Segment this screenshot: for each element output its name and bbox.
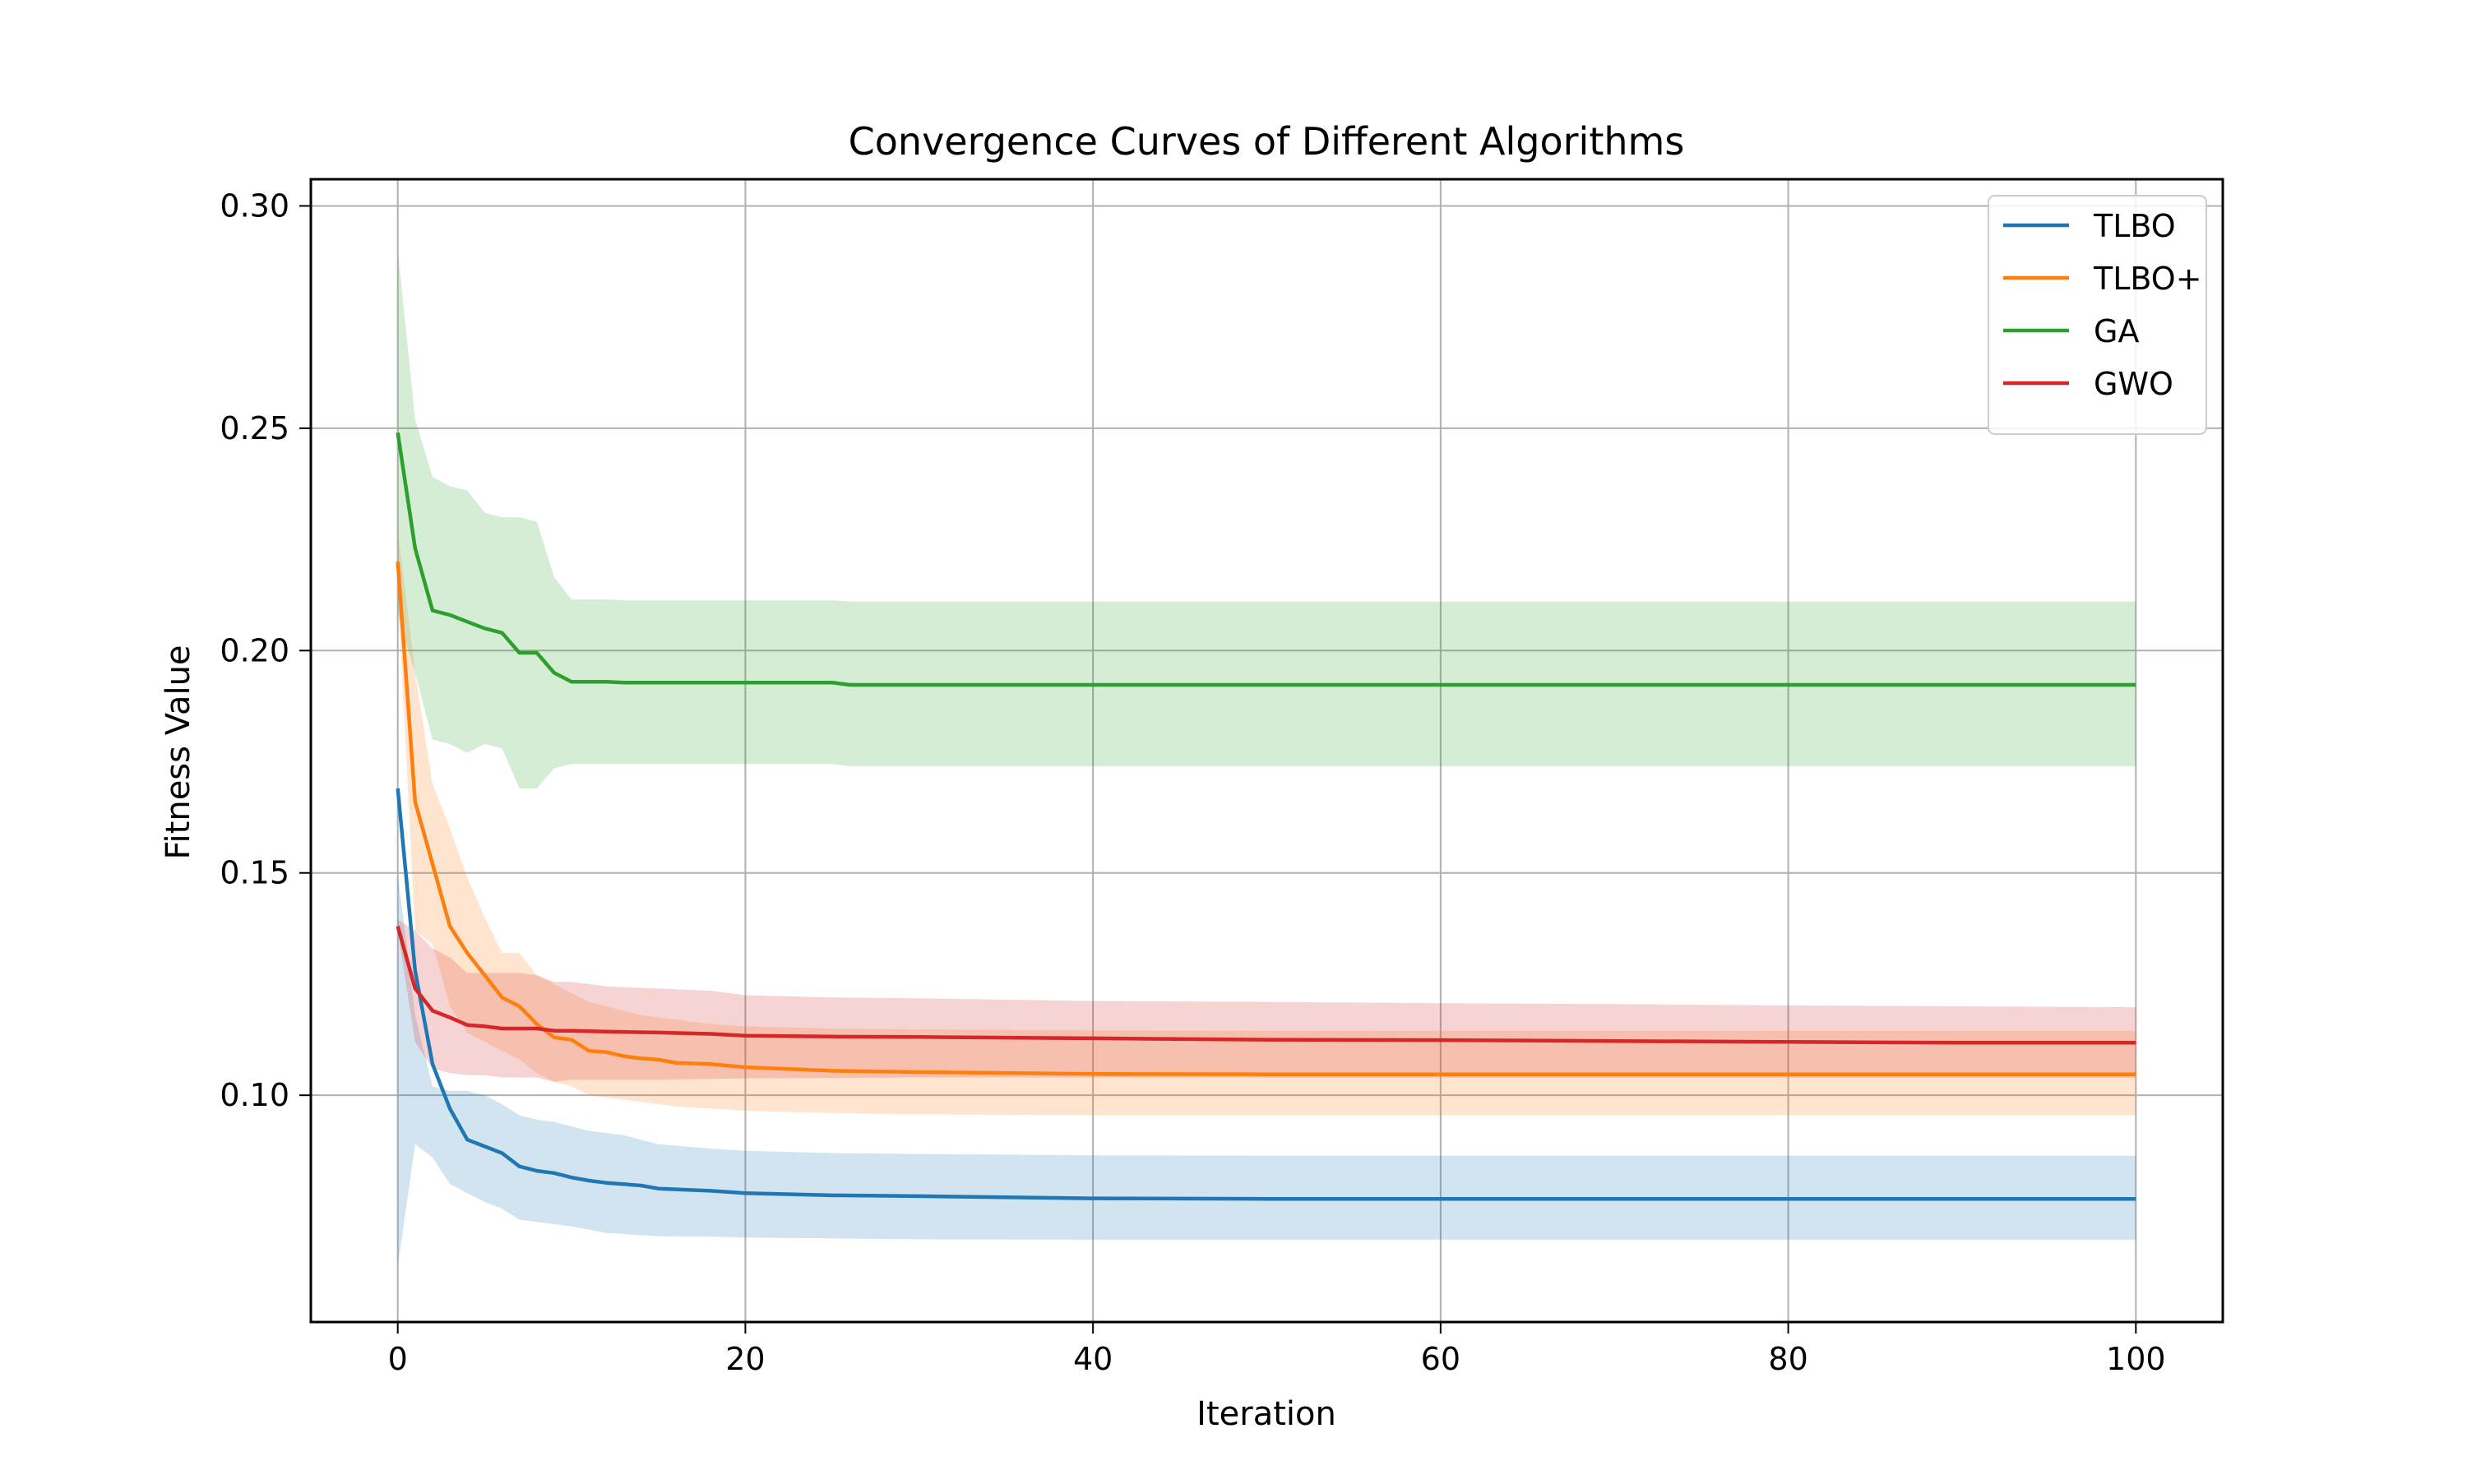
x-tick-label: 60 bbox=[1421, 1341, 1460, 1377]
y-axis-label: Fitness Value bbox=[160, 645, 197, 859]
y-tick-label: 0.25 bbox=[220, 410, 289, 446]
chart-title: Convergence Curves of Different Algorith… bbox=[849, 119, 1685, 164]
legend-label-tlbo: TLBO bbox=[2093, 208, 2176, 244]
y-tick-label: 0.15 bbox=[220, 855, 289, 891]
y-tick-label: 0.20 bbox=[220, 632, 289, 668]
legend: TLBO TLBO+ GA GWO bbox=[1988, 195, 2207, 435]
x-tick-label: 0 bbox=[388, 1341, 408, 1377]
x-axis-label: Iteration bbox=[1196, 1395, 1336, 1433]
series-line-ga bbox=[396, 432, 2136, 687]
grid-lines bbox=[311, 179, 2223, 1322]
legend-box bbox=[1988, 195, 2207, 435]
band-ga bbox=[397, 250, 2136, 788]
series-lines bbox=[396, 432, 2136, 1201]
x-tick-label: 100 bbox=[2106, 1341, 2166, 1377]
legend-label-ga: GA bbox=[2094, 313, 2139, 349]
axis-ticks: 0 20 40 60 80 100 0.10 0.15 0.20 0.25 0.30 bbox=[220, 187, 2165, 1377]
x-tick-label: 80 bbox=[1768, 1341, 1807, 1377]
x-tick-label: 20 bbox=[725, 1341, 765, 1377]
x-tick-label: 40 bbox=[1073, 1341, 1113, 1377]
plot-frame bbox=[309, 178, 2224, 1324]
series-line-gwo bbox=[396, 925, 2136, 1045]
band-tlbo-plus bbox=[397, 530, 2136, 1116]
legend-label-gwo: GWO bbox=[2094, 366, 2173, 402]
series-line-tlbo-plus bbox=[396, 561, 2136, 1076]
y-tick-label: 0.30 bbox=[220, 187, 289, 224]
y-tick-label: 0.10 bbox=[220, 1077, 289, 1113]
series-line-tlbo bbox=[396, 788, 2136, 1201]
legend-label-tlbo-plus: TLBO+ bbox=[2093, 261, 2202, 297]
band-tlbo bbox=[397, 872, 2136, 1267]
